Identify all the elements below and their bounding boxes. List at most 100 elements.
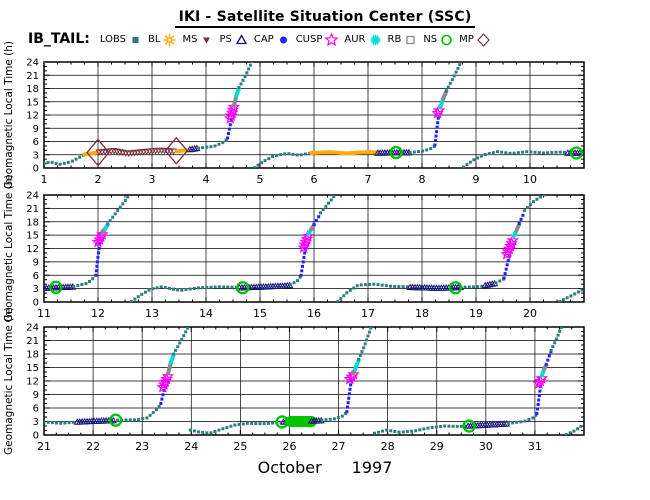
x-tick-label: 30 [479, 440, 493, 453]
x-tick-label: 5 [257, 173, 264, 186]
legend-item-label: CUSP [295, 33, 323, 45]
x-tick-label: 2 [95, 173, 102, 186]
y-tick-label: 15 [26, 231, 39, 242]
ms-marker-icon [203, 37, 211, 43]
y-tick-label: 12 [26, 377, 39, 388]
y-tick-label: 0 [33, 164, 39, 175]
legend-item-rb: RB [388, 32, 420, 47]
x-tick-label: 25 [233, 440, 247, 453]
y-tick-label: 3 [33, 150, 39, 161]
x-tick-label: 18 [415, 307, 429, 320]
x-tick-label: 26 [282, 440, 296, 453]
legend-item-label: AUR [344, 33, 366, 45]
y-axis-title: Geomagnetic Local Time (h) [3, 41, 15, 189]
mp-marker-icon [476, 32, 490, 47]
legend-item-label: RB [387, 33, 402, 45]
ns-crossing-marker [389, 145, 403, 160]
bl-marker-icon [163, 33, 176, 46]
ns-crossing-marker [109, 413, 123, 427]
legend-item-cusp: CUSP [295, 31, 341, 47]
y-tick-label: 15 [26, 363, 39, 374]
x-tick-label: 20 [523, 307, 537, 320]
cap-marker-icon [279, 36, 287, 43]
legend-item-label: PS [219, 33, 232, 45]
mp-crossing-marker [86, 138, 110, 167]
x-tick-label: 13 [145, 307, 159, 320]
ps-marker-icon [235, 33, 247, 44]
y-tick-label: 21 [26, 204, 39, 215]
legend-item-label: LOBS [99, 33, 127, 45]
x-axis-month: October [257, 458, 322, 477]
y-axis-title: Geomagnetic Local Time (h) [3, 174, 15, 322]
x-tick-label: 15 [253, 307, 267, 320]
legend-item-ms: MS [182, 32, 215, 47]
x-tick-label: 23 [135, 440, 149, 453]
legend-item-mp: MP [459, 32, 492, 47]
x-tick-label: 4 [203, 173, 210, 186]
legend-item-label: CAP [253, 33, 274, 45]
legend-dataset-label: IB_TAIL: [28, 31, 90, 47]
y-tick-label: 3 [33, 417, 39, 428]
lobs-marker-icon [132, 36, 139, 43]
ns-crossing-marker [49, 280, 63, 294]
x-tick-label: 14 [199, 307, 213, 320]
x-tick-label: 21 [37, 440, 51, 453]
x-tick-label: 22 [86, 440, 100, 453]
y-tick-label: 24 [26, 58, 39, 69]
x-tick-label: 31 [528, 440, 542, 453]
y-tick-label: 6 [33, 271, 39, 282]
chart-title-text: IKI - Satellite Situation Center (SSC) [174, 9, 476, 28]
x-tick-label: 8 [419, 173, 426, 186]
x-tick-label: 7 [365, 173, 372, 186]
cusp-marker-icon [324, 31, 340, 46]
panel-2-track [44, 195, 584, 302]
y-tick-label: 12 [26, 244, 39, 255]
legend-item-label: MP [459, 33, 474, 45]
legend-item-label: MS [182, 33, 198, 45]
ns-crossing-marker [569, 146, 584, 160]
mp-crossing-marker [164, 136, 189, 165]
y-tick-label: 18 [26, 84, 39, 95]
legend-item-label: BL [148, 33, 161, 45]
y-tick-label: 15 [26, 97, 39, 108]
ns-crossing-marker [275, 415, 289, 429]
ns-marker-icon [441, 34, 452, 45]
x-tick-label: 1 [41, 173, 48, 186]
y-tick-label: 9 [33, 390, 39, 401]
chart-title: IKI - Satellite Situation Center (SSC) [0, 6, 650, 28]
x-tick-label: 9 [473, 173, 480, 186]
y-tick-label: 0 [33, 298, 39, 309]
x-axis-title: October 1997 [0, 458, 650, 477]
x-tick-label: 12 [91, 307, 105, 320]
y-tick-label: 21 [26, 336, 39, 347]
y-tick-label: 18 [26, 217, 39, 228]
legend-item-lobs: LOBS [100, 32, 144, 47]
legend-item-ns: NS [423, 32, 455, 47]
ns-crossing-marker [462, 419, 476, 433]
y-axis-title: Geomagnetic Local Time (h) [3, 307, 15, 455]
x-tick-label: 3 [149, 173, 156, 186]
legend-item-aur: AUR [344, 32, 383, 47]
rb-marker-icon [406, 35, 415, 44]
x-tick-label: 17 [361, 307, 375, 320]
x-tick-label: 27 [332, 440, 346, 453]
legend-item-label: NS [423, 33, 438, 45]
y-tick-label: 21 [26, 71, 39, 82]
panel-3: 0 3 6 9 12 15 18 21 24 21 22 23 24 25 26 27 28 29 30 31 Geom… [3, 307, 585, 455]
x-tick-label: 19 [469, 307, 483, 320]
y-tick-label: 24 [26, 323, 39, 334]
aur-marker-icon [370, 34, 380, 45]
x-tick-label: 16 [307, 307, 321, 320]
legend-items: LOBS BL MS PS CAP CUSP AUR RB NS MP [100, 31, 496, 47]
legend-item-ps: PS [219, 32, 249, 47]
ns-crossing-marker [236, 281, 250, 295]
x-tick-label: 11 [37, 307, 51, 320]
x-tick-label: 28 [381, 440, 395, 453]
legend-item-cap: CAP [254, 32, 292, 47]
ns-crossing-marker [448, 281, 463, 295]
y-tick-label: 9 [33, 257, 39, 268]
y-tick-label: 3 [33, 284, 39, 295]
legend-item-bl: BL [148, 32, 178, 47]
